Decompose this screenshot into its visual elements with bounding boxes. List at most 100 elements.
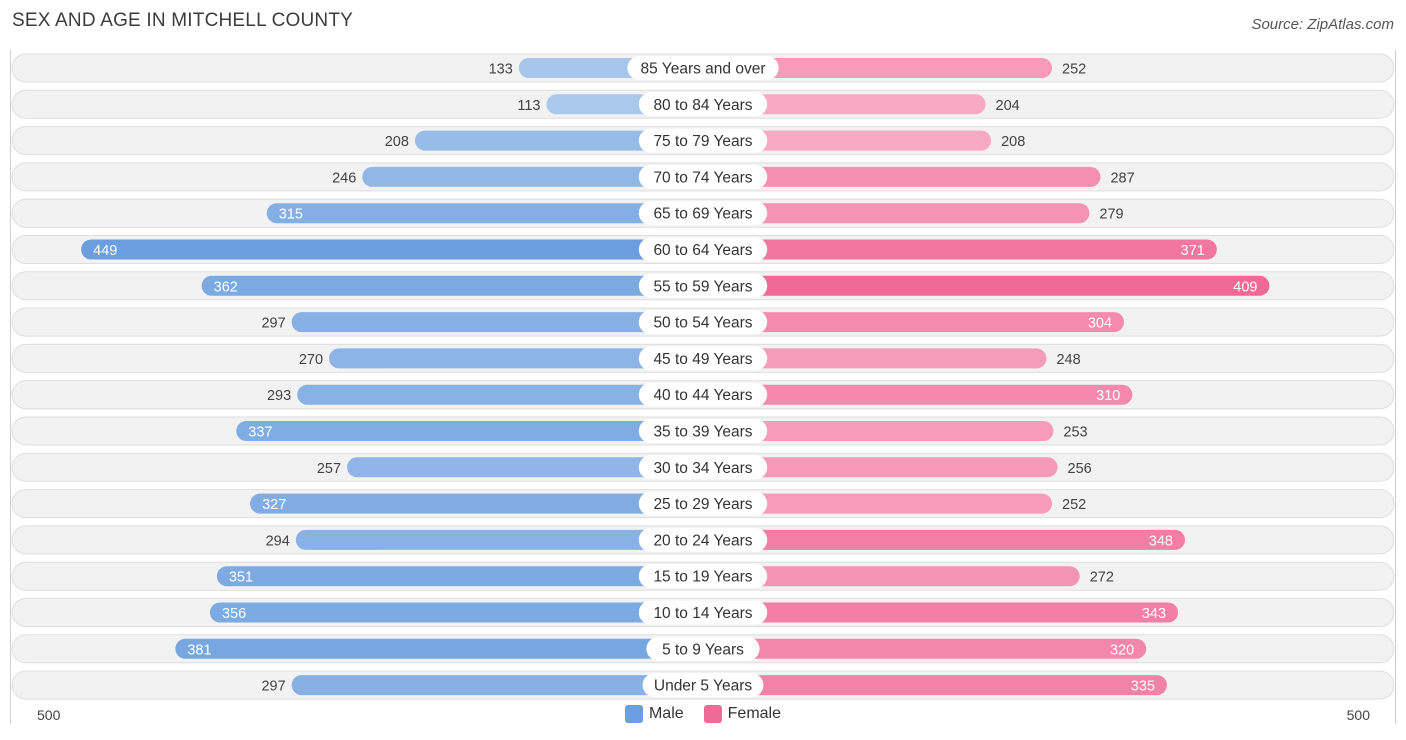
- female-bar: [693, 348, 1047, 369]
- category-label: 10 to 14 Years: [653, 605, 752, 622]
- male-value-label: 133: [489, 62, 513, 78]
- category-label-bg: [638, 201, 768, 226]
- category-label-bg: [638, 346, 768, 371]
- category-label: 35 to 39 Years: [653, 424, 752, 441]
- male-value-label: 449: [93, 243, 117, 259]
- source-credit: Source: ZipAtlas.com: [1251, 16, 1394, 33]
- category-label-bg: [638, 600, 768, 625]
- male-bar: [209, 602, 713, 623]
- male-value-label: 257: [317, 461, 341, 477]
- male-value-label: 337: [248, 425, 272, 441]
- male-bar: [250, 493, 714, 514]
- female-bar: [693, 675, 1167, 696]
- female-value-label: 253: [1063, 425, 1087, 441]
- female-value-label: 304: [1088, 316, 1112, 332]
- female-bar: [693, 566, 1080, 587]
- female-value-label: 248: [1056, 352, 1080, 368]
- female-bar: [693, 58, 1053, 78]
- male-value-label: 297: [261, 316, 285, 332]
- category-label: 55 to 59 Years: [653, 278, 752, 295]
- male-value-label: 246: [332, 170, 356, 186]
- female-value-label: 320: [1110, 642, 1134, 658]
- male-bar: [295, 529, 713, 550]
- male-bar: [236, 421, 713, 441]
- male-value-label: 293: [267, 388, 291, 404]
- male-value-label: 315: [279, 207, 303, 223]
- category-label: 30 to 34 Years: [653, 460, 752, 477]
- female-value-label: 371: [1181, 243, 1205, 259]
- male-value-label: 351: [229, 570, 253, 586]
- male-value-label: 113: [517, 98, 540, 114]
- female-bar: [693, 239, 1217, 260]
- legend-swatch-female: [703, 705, 722, 723]
- female-bar: [693, 602, 1179, 623]
- female-value-label: 310: [1096, 388, 1120, 404]
- female-bar: [693, 94, 986, 115]
- legend: Male Female: [0, 705, 1406, 723]
- female-value-label: 204: [996, 98, 1020, 114]
- male-bar: [329, 348, 713, 369]
- legend-label-female: Female: [727, 705, 782, 722]
- male-bar: [362, 166, 713, 187]
- male-value-label: 270: [299, 352, 323, 368]
- legend-swatch-male: [624, 705, 643, 723]
- chart-title: SEX AND AGE IN MITCHELL COUNTY: [12, 10, 354, 31]
- male-bar: [175, 638, 713, 659]
- male-bar: [291, 675, 713, 696]
- category-label: 40 to 44 Years: [653, 387, 752, 404]
- female-bar: [693, 312, 1125, 333]
- legend-item-female[interactable]: Female: [703, 705, 782, 723]
- female-bar: [693, 203, 1090, 224]
- category-label: 15 to 19 Years: [653, 569, 752, 586]
- male-bar: [216, 566, 714, 587]
- category-label: 75 to 79 Years: [653, 133, 752, 150]
- category-label: 20 to 24 Years: [653, 532, 752, 549]
- category-label-bg: [638, 164, 768, 189]
- female-bar: [693, 130, 992, 151]
- male-value-label: 294: [266, 533, 290, 549]
- female-value-label: 335: [1131, 679, 1155, 695]
- male-bar: [291, 312, 713, 333]
- category-label-bg: [638, 491, 768, 516]
- category-label-bg: [638, 128, 768, 153]
- female-value-label: 272: [1090, 570, 1114, 586]
- axis-label-right: 500: [1346, 707, 1370, 723]
- category-label-bg: [638, 455, 768, 480]
- category-label: 5 to 9 Years: [662, 641, 744, 658]
- male-bar: [266, 203, 713, 224]
- category-label-bg: [638, 419, 768, 443]
- male-value-label: 297: [261, 679, 285, 695]
- category-label: 65 to 69 Years: [653, 206, 752, 223]
- female-value-label: 348: [1149, 533, 1173, 549]
- female-bar: [693, 384, 1133, 405]
- category-label: 85 Years and over: [641, 61, 766, 78]
- category-label-bg: [638, 527, 768, 552]
- legend-label-male: Male: [648, 705, 684, 722]
- category-label-bg: [638, 237, 768, 262]
- male-bar: [414, 130, 713, 151]
- category-label-bg: [638, 310, 768, 335]
- category-label: 25 to 29 Years: [653, 496, 752, 513]
- female-bar: [693, 275, 1270, 296]
- category-label: Under 5 Years: [654, 678, 752, 695]
- female-bar: [693, 421, 1054, 441]
- female-value-label: 279: [1099, 207, 1123, 223]
- category-label-bg: [646, 636, 760, 661]
- category-label-bg: [638, 273, 768, 298]
- category-label: 80 to 84 Years: [653, 97, 752, 114]
- category-label: 50 to 54 Years: [653, 315, 752, 332]
- category-label-bg: [627, 56, 779, 80]
- category-label: 45 to 49 Years: [653, 351, 752, 368]
- male-bar: [297, 384, 713, 405]
- female-value-label: 287: [1110, 170, 1134, 186]
- male-value-label: 381: [187, 642, 211, 658]
- legend-item-male[interactable]: Male: [624, 705, 684, 723]
- female-value-label: 409: [1233, 279, 1257, 295]
- female-value-label: 208: [1001, 134, 1025, 150]
- female-bar: [693, 166, 1101, 187]
- female-bar: [693, 457, 1058, 478]
- female-bar: [693, 529, 1185, 550]
- category-label-bg: [638, 564, 768, 589]
- male-value-label: 362: [214, 279, 238, 295]
